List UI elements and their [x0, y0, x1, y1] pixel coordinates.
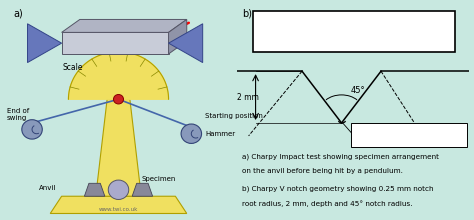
- Text: a): a): [14, 9, 24, 19]
- Text: Scale: Scale: [63, 62, 83, 72]
- FancyBboxPatch shape: [351, 123, 467, 147]
- Polygon shape: [169, 24, 203, 62]
- Text: www.twi.co.uk: www.twi.co.uk: [99, 207, 138, 213]
- Polygon shape: [96, 99, 141, 196]
- Polygon shape: [84, 183, 105, 196]
- Circle shape: [22, 120, 42, 139]
- Text: Starting position: Starting position: [205, 114, 263, 119]
- Text: root radius, 2 mm, depth and 45° notch radius.: root radius, 2 mm, depth and 45° notch r…: [242, 201, 412, 207]
- Polygon shape: [132, 183, 153, 196]
- Polygon shape: [169, 19, 187, 54]
- Text: 2 mm: 2 mm: [237, 93, 259, 102]
- Circle shape: [108, 180, 129, 200]
- Text: Charpy V Notch Geometry: Charpy V Notch Geometry: [283, 26, 426, 36]
- Text: b) Charpy V notch geometry showing 0.25 mm notch: b) Charpy V notch geometry showing 0.25 …: [242, 185, 433, 192]
- Text: Anvil: Anvil: [39, 185, 56, 191]
- Polygon shape: [68, 52, 169, 99]
- Text: on the anvil before being hit by a pendulum.: on the anvil before being hit by a pendu…: [242, 168, 402, 174]
- Text: a) Charpy Impact test showing specimen arrangement: a) Charpy Impact test showing specimen a…: [242, 153, 438, 160]
- Polygon shape: [50, 196, 187, 213]
- Text: End of
swing: End of swing: [7, 108, 29, 121]
- Text: Specimen: Specimen: [141, 176, 176, 182]
- Text: Notch root radius of 0.25 mm: Notch root radius of 0.25 mm: [357, 132, 461, 138]
- Circle shape: [181, 124, 201, 143]
- Polygon shape: [27, 24, 62, 62]
- Polygon shape: [62, 19, 187, 32]
- Text: 45°: 45°: [351, 86, 365, 95]
- Polygon shape: [62, 32, 169, 54]
- Circle shape: [113, 94, 124, 104]
- Text: b): b): [242, 9, 252, 19]
- FancyBboxPatch shape: [253, 11, 456, 52]
- Text: Hammer: Hammer: [205, 131, 235, 137]
